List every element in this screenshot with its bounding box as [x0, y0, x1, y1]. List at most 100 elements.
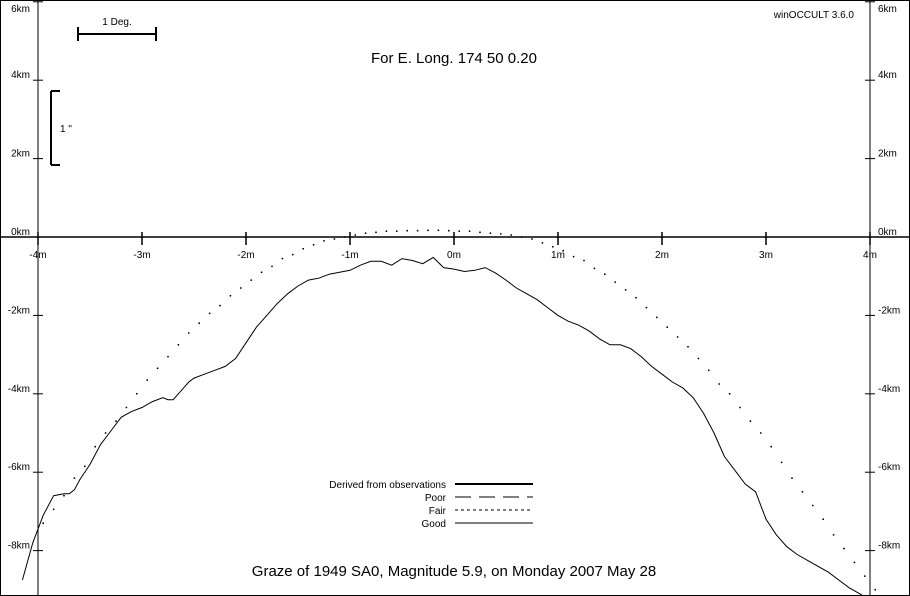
fair-limit-point: [135, 392, 138, 395]
fair-limit-point: [770, 445, 773, 448]
fair-limit-point: [687, 345, 689, 348]
fair-limit-point: [437, 229, 440, 232]
y-tick-label-right: -8km: [878, 541, 900, 552]
fair-limit-point: [447, 229, 450, 232]
fair-limit-point: [281, 257, 284, 260]
fair-limit-point: [73, 477, 76, 479]
fair-limit-point: [843, 547, 845, 550]
x-tick-label: -4m: [29, 250, 46, 261]
fair-limit-point: [531, 238, 533, 240]
fair-limit-point: [583, 259, 585, 262]
fair-limit-point: [395, 230, 398, 233]
arcsec-scale-label: 1 ": [60, 124, 72, 135]
fair-limit-point: [697, 357, 700, 360]
fair-limit-point: [104, 432, 107, 434]
fair-limit-point: [115, 420, 117, 423]
legend-label: Fair: [429, 506, 447, 517]
fair-limit-point: [666, 326, 669, 329]
fair-limit-point: [520, 236, 523, 238]
legend: Derived from observations Poor Fair Good: [329, 480, 533, 530]
degree-scale-label: 1 Deg.: [102, 17, 131, 28]
y-tick-label-left: 6km: [11, 4, 30, 15]
fair-limit-point: [645, 306, 648, 309]
legend-label: Derived from observations: [329, 480, 446, 491]
y-tick-label-right: -2km: [878, 305, 900, 316]
fair-limit-point: [822, 518, 825, 521]
fair-limit-point: [94, 445, 97, 448]
series-layer: [21, 229, 877, 596]
software-label: winOCCULT 3.6.0: [773, 10, 855, 21]
fair-limit-point: [208, 312, 211, 315]
fair-limit-point: [125, 406, 128, 409]
fair-limit-point: [863, 575, 866, 577]
fair-limit-point: [406, 229, 409, 232]
fair-limit-point: [572, 255, 575, 258]
x-tick-label: 4m: [863, 250, 877, 261]
fair-limit-point: [229, 294, 232, 297]
fair-limit-point: [458, 230, 461, 233]
fair-limit-point: [375, 231, 377, 234]
fair-limit-point: [156, 367, 159, 370]
fair-limit-point: [479, 231, 481, 234]
fair-limit-point: [874, 588, 877, 591]
fair-limit-point: [676, 336, 679, 338]
fair-limit-point: [291, 253, 294, 256]
arcsec-scale-bar: 1 ": [50, 90, 72, 166]
y-tick-label-left: -6km: [8, 462, 30, 473]
fair-limit-point: [364, 232, 367, 235]
fair-limit-point: [312, 243, 315, 246]
fair-limit-point: [333, 238, 336, 240]
y-tick-label-right: 4km: [878, 70, 897, 81]
fair-limit-point: [759, 432, 762, 434]
fair-limit-point: [146, 379, 149, 381]
fair-limit-point: [323, 240, 325, 242]
y-tick-label-left: -2km: [8, 305, 30, 316]
y-tick-label-left: 2km: [11, 149, 30, 160]
fair-limit-point: [853, 561, 856, 564]
fair-limit-point: [551, 245, 554, 248]
y-tick-label-right: 6km: [878, 4, 897, 15]
fair-limit-point: [811, 504, 814, 507]
fair-limit-point: [354, 234, 357, 236]
x-tick-label: 1m: [551, 250, 565, 261]
x-tick-label: 3m: [759, 250, 773, 261]
fair-limit-point: [635, 296, 637, 299]
y-tick-label-left: -4km: [8, 384, 30, 395]
fair-limit-point: [468, 230, 471, 233]
fair-limit-point: [510, 234, 513, 236]
fair-limit-point: [718, 383, 721, 385]
fair-limit-point: [624, 289, 627, 291]
chart-title: Graze of 1949 SA0, Magnitude 5.9, on Mon…: [252, 563, 656, 580]
y-tick-label-right: -6km: [878, 462, 900, 473]
fair-limit-point: [427, 229, 429, 232]
fair-limit-point: [655, 316, 658, 319]
x-tick-label: 2m: [655, 250, 669, 261]
fair-limit-point: [707, 369, 710, 372]
fair-limit-point: [562, 249, 565, 252]
y-tick-label-right: -4km: [878, 384, 900, 395]
fair-limit-point: [749, 420, 752, 423]
fair-limit-point: [177, 343, 180, 346]
y-tick-label-left: 0km: [11, 227, 30, 238]
legend-label: Poor: [425, 493, 447, 504]
y-tick-label-left: 4km: [11, 70, 30, 81]
fair-limit-point: [614, 281, 617, 283]
fair-limit-point: [239, 287, 242, 289]
fair-limit-point: [739, 406, 741, 409]
good-profile-line: [21, 256, 865, 596]
fair-limit-point: [302, 247, 305, 250]
fair-limit-point: [780, 461, 783, 464]
degree-scale-bar: 1 Deg.: [77, 17, 157, 41]
fair-limit-point: [219, 304, 221, 307]
x-tick-label: -1m: [341, 250, 358, 261]
y-tick-label-right: 0km: [878, 227, 897, 238]
fair-limit-point: [541, 242, 544, 244]
fair-limit-point: [52, 508, 55, 511]
fair-limit-point: [791, 477, 793, 479]
fair-limit-point: [416, 229, 419, 232]
fair-limit-point: [260, 271, 263, 274]
fair-limit-point: [603, 273, 606, 276]
fair-limit-point: [489, 232, 492, 235]
